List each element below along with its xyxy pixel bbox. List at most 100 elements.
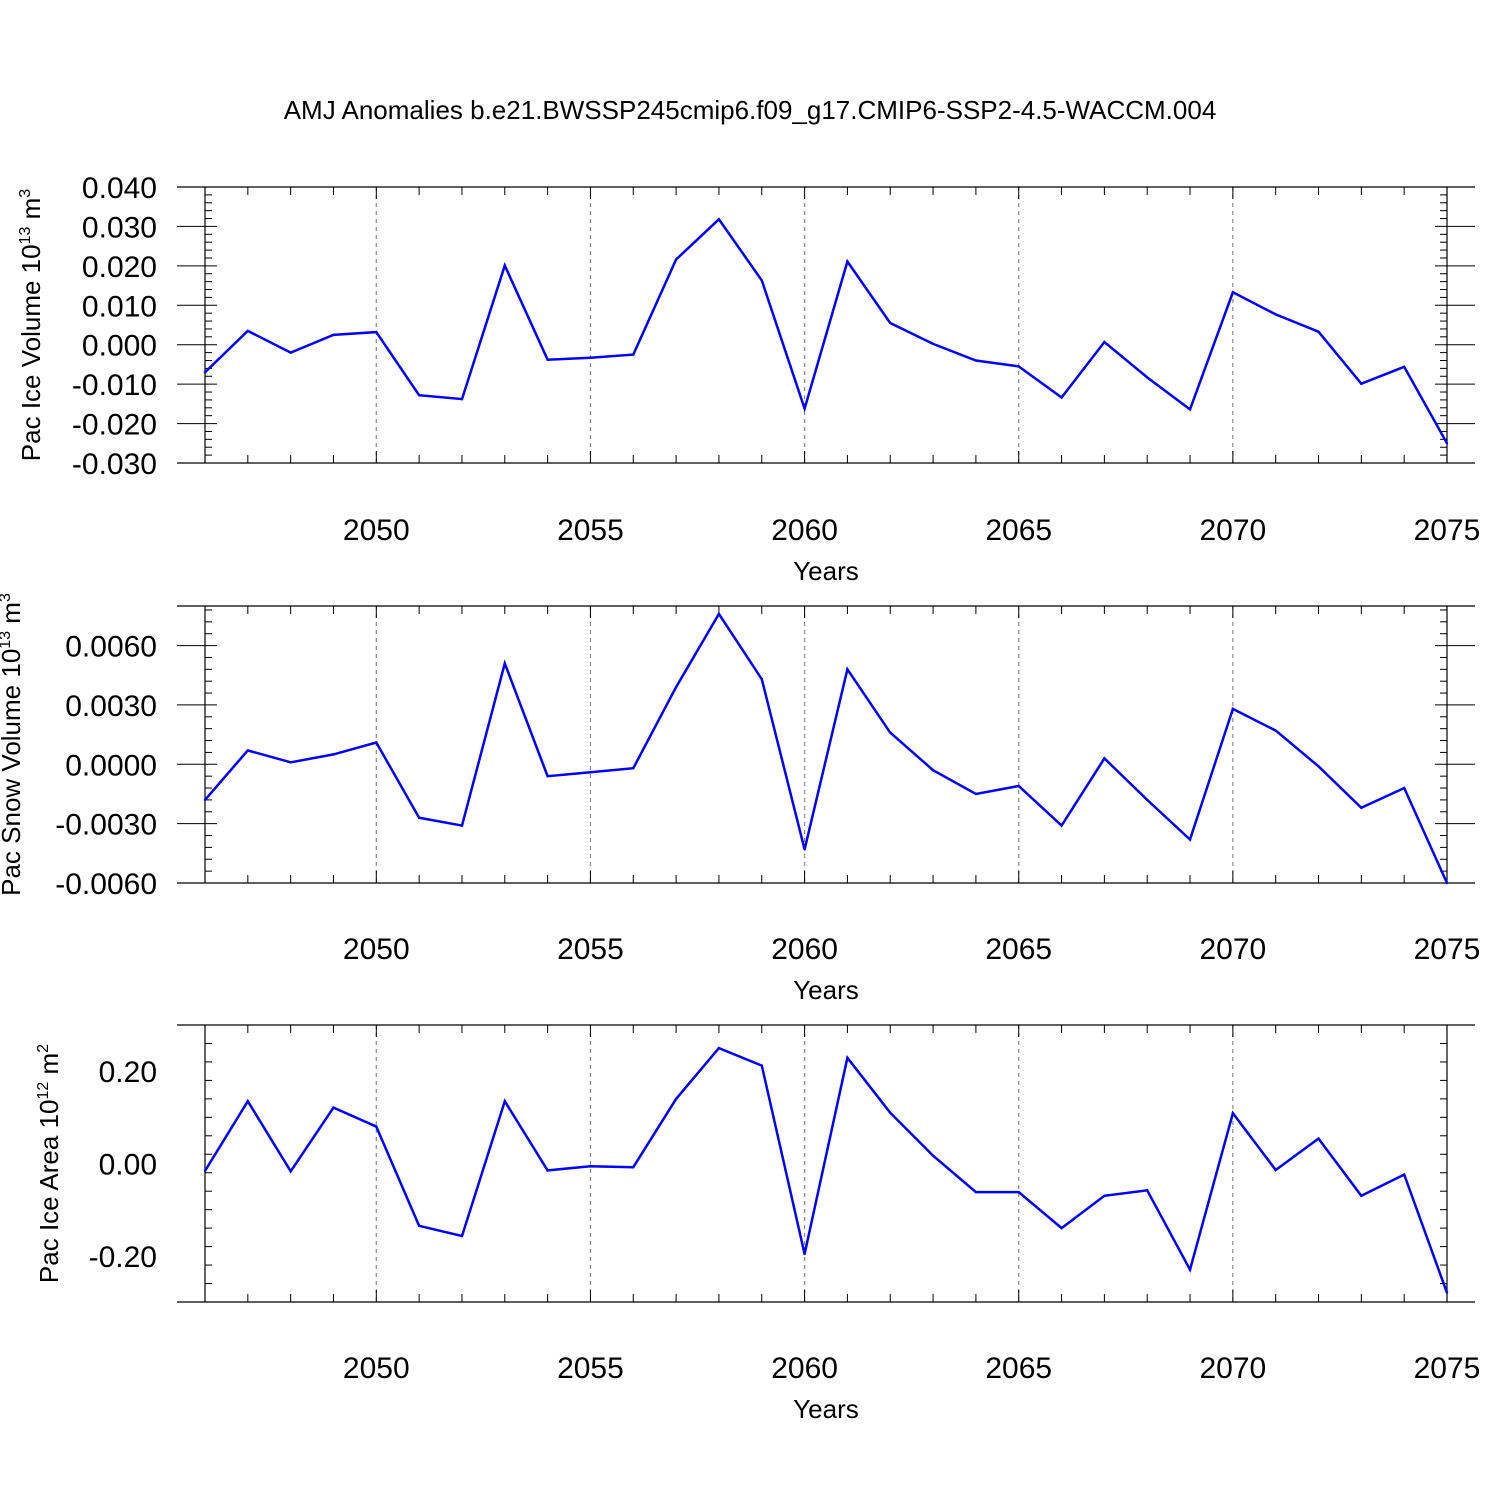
- x-tick-label: 2070: [1199, 514, 1266, 547]
- data-point: [417, 393, 421, 397]
- data-point: [375, 741, 378, 744]
- y-tick-label: 0.020: [82, 251, 157, 284]
- data-point: [717, 1046, 721, 1050]
- data-point: [1103, 1194, 1106, 1198]
- data-point: [1017, 784, 1020, 788]
- data-point: [503, 264, 506, 267]
- data-point: [1146, 376, 1149, 379]
- data-point: [760, 279, 763, 282]
- data-point: [632, 767, 635, 770]
- data-point: [1317, 765, 1320, 768]
- x-tick-label: 2065: [985, 1352, 1052, 1385]
- data-point: [1103, 757, 1106, 760]
- x-tick-label: 2070: [1199, 1352, 1266, 1385]
- data-point: [803, 1252, 806, 1256]
- data-point: [1445, 442, 1449, 445]
- data-point: [931, 1154, 935, 1157]
- x-tick-label: 2075: [1414, 933, 1481, 966]
- data-point: [1231, 291, 1235, 294]
- y-tick-label: -0.020: [72, 409, 157, 442]
- y-tick-label: 0.0000: [65, 749, 157, 782]
- y-tick-label: 0.0060: [65, 631, 157, 664]
- data-point: [546, 358, 549, 361]
- data-point: [289, 761, 292, 764]
- data-point: [1402, 786, 1406, 790]
- y-tick-label: -0.010: [72, 369, 157, 402]
- data-point: [289, 1170, 292, 1173]
- data-point: [717, 218, 721, 221]
- x-tick-label: 2050: [343, 514, 410, 547]
- data-point: [674, 258, 678, 261]
- x-axis-label: Years: [793, 556, 859, 586]
- x-axis-label: Years: [793, 1394, 859, 1424]
- data-point: [1360, 1194, 1363, 1198]
- x-tick-label: 2065: [985, 933, 1052, 966]
- x-tick-label: 2060: [771, 1352, 838, 1385]
- x-tick-label: 2055: [557, 1352, 624, 1385]
- data-point: [1146, 1189, 1149, 1192]
- panel-1: -0.030 -0.020 -0.010 0.000 0.010 0.020 0.030 0.…: [16, 172, 1480, 586]
- x-tick-label: 2055: [557, 933, 624, 966]
- data-point: [974, 1190, 978, 1194]
- y-tick-label: 0.000: [82, 330, 157, 363]
- data-point: [375, 330, 378, 334]
- data-point: [1146, 798, 1149, 802]
- data-point: [1274, 1168, 1277, 1172]
- series-line: [204, 611, 1449, 884]
- y-tick-label: 0.010: [82, 290, 157, 323]
- data-point: [246, 749, 250, 752]
- y-axis-label: Pac Ice Area 1012 m2: [34, 1044, 64, 1283]
- y-tick-label: 0.0030: [65, 690, 157, 723]
- data-point: [632, 353, 635, 356]
- data-point: [589, 1165, 592, 1168]
- data-point: [1188, 838, 1192, 841]
- data-point: [760, 1064, 763, 1067]
- data-point: [1103, 340, 1106, 344]
- x-tick-label: 2065: [985, 514, 1052, 547]
- data-point: [1060, 1226, 1063, 1230]
- panel-3: -0.20 0.00 0.20 2050 2055 2060 2065 2070 2075 Yea…: [34, 1024, 1481, 1424]
- y-axis-label: Pac Snow Volume 1013 m3: [0, 593, 26, 896]
- y-tick-label: -0.0060: [55, 868, 157, 901]
- data-point: [1060, 396, 1063, 399]
- data-point: [417, 816, 421, 819]
- data-point: [375, 1125, 378, 1128]
- data-point: [1317, 1137, 1320, 1140]
- y-tick-label: -0.030: [72, 448, 157, 481]
- data-point: [1402, 1173, 1406, 1176]
- x-tick-label: 2050: [343, 933, 410, 966]
- page-title: AMJ Anomalies b.e21.BWSSP245cmip6.f09_g1…: [283, 95, 1217, 125]
- data-point: [717, 612, 721, 616]
- data-point: [546, 774, 549, 778]
- data-point: [1445, 881, 1449, 885]
- y-tick-label: 0.040: [82, 172, 157, 205]
- data-point: [460, 824, 464, 827]
- y-axis-label: Pac Ice Volume 1013 m3: [16, 189, 46, 462]
- x-axis-label: Years: [793, 975, 859, 1005]
- data-point: [803, 848, 806, 851]
- data-point: [1360, 806, 1363, 810]
- data-point: [1060, 824, 1063, 827]
- data-point: [889, 321, 892, 325]
- y-tick-label: 0.030: [82, 211, 157, 244]
- data-point: [974, 359, 978, 362]
- series-line: [203, 1046, 1449, 1294]
- data-point: [1231, 1111, 1235, 1115]
- data-point: [803, 407, 806, 410]
- x-tick-label: 2075: [1414, 1352, 1481, 1385]
- y-tick-label: -0.20: [89, 1241, 157, 1274]
- data-point: [674, 1097, 678, 1101]
- data-point: [1274, 729, 1277, 732]
- data-point: [931, 342, 935, 346]
- data-point: [632, 1165, 635, 1169]
- data-point: [846, 668, 849, 671]
- data-point: [246, 329, 250, 333]
- data-point: [1231, 707, 1235, 711]
- data-point: [1017, 365, 1020, 368]
- x-tick-label: 2060: [771, 933, 838, 966]
- data-point: [1188, 1268, 1192, 1271]
- data-point: [203, 798, 207, 802]
- data-point: [589, 771, 592, 774]
- data-point: [503, 1099, 506, 1103]
